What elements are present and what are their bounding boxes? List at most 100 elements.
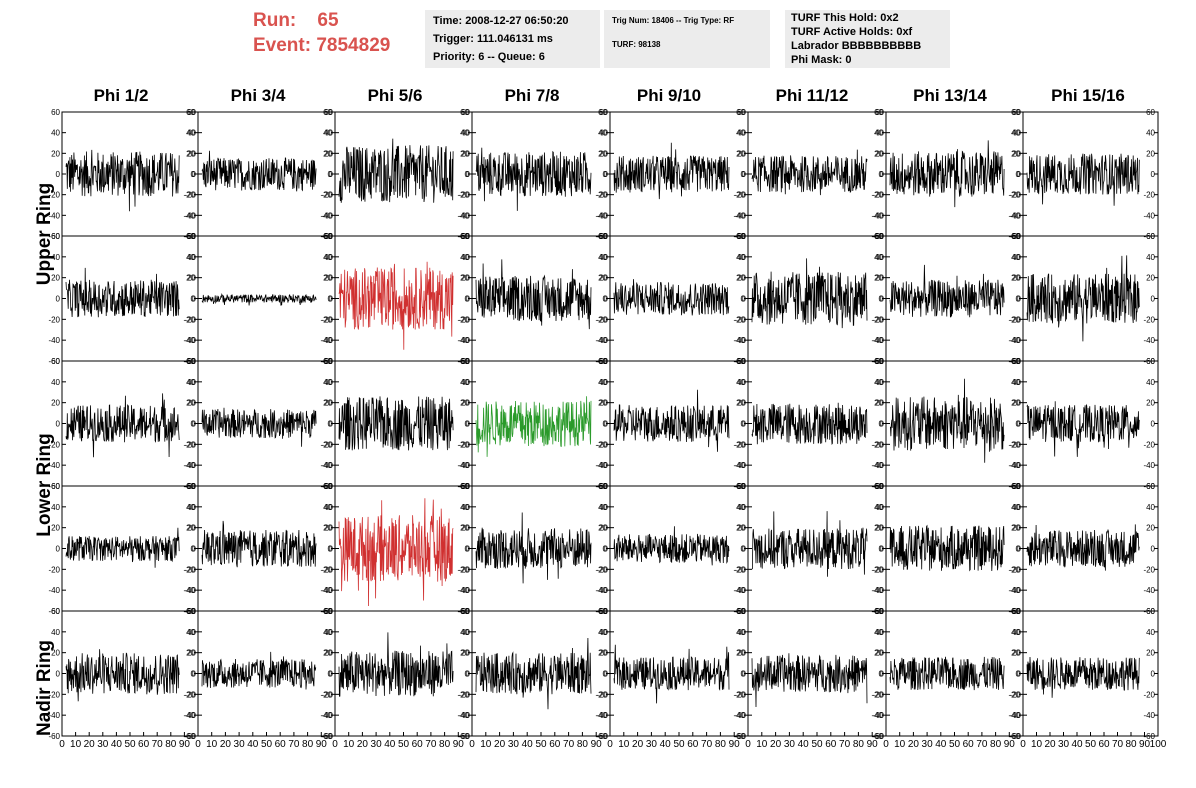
- y-tick-label-left: -20: [184, 191, 196, 200]
- y-tick-label-right: 20: [874, 149, 883, 158]
- y-tick-label-left: 60: [737, 108, 746, 117]
- y-tick-label-right: 0: [1016, 545, 1021, 554]
- y-tick-label-left: 0: [742, 420, 747, 429]
- x-tick-label: 20: [84, 739, 96, 750]
- y-tick-label-right: 60: [874, 357, 883, 366]
- y-tick-label-right: 0: [191, 295, 196, 304]
- y-tick-label-left: -20: [48, 191, 60, 200]
- y-tick-label-left: -40: [458, 336, 470, 345]
- y-tick-label-right: -20: [1008, 690, 1020, 699]
- y-tick-label-right: -40: [183, 211, 195, 220]
- x-tick-label: 40: [935, 739, 947, 750]
- y-tick-label-right: 0: [741, 670, 746, 679]
- y-tick-label-left: 60: [599, 108, 608, 117]
- y-tick-label-right: -60: [1008, 732, 1020, 741]
- y-tick-label-left: 40: [1012, 378, 1021, 387]
- y-tick-label-right: 40: [460, 129, 469, 138]
- y-tick-label-right: 20: [598, 399, 607, 408]
- y-tick-label-right: 60: [460, 357, 469, 366]
- y-tick-label-left: 0: [1017, 545, 1022, 554]
- y-tick-label-right: 40: [1146, 129, 1155, 138]
- x-tick-label: 60: [825, 739, 837, 750]
- x-tick-label: 60: [1098, 739, 1110, 750]
- y-tick-label-left: 60: [461, 482, 470, 491]
- y-tick-label-left: 40: [324, 628, 333, 637]
- y-tick-label-right: 60: [323, 108, 332, 117]
- y-tick-label-left: 0: [880, 170, 885, 179]
- y-tick-label-right: 20: [1011, 274, 1020, 283]
- y-tick-label-right: 60: [323, 357, 332, 366]
- y-tick-label-right: 20: [1146, 274, 1155, 283]
- y-tick-label-right: 20: [186, 524, 195, 533]
- x-tick-label: 10: [618, 739, 630, 750]
- y-tick-label-left: 60: [324, 357, 333, 366]
- y-tick-label-right: 60: [186, 232, 195, 241]
- y-tick-label-right: 0: [328, 295, 333, 304]
- x-tick-label: 90: [867, 739, 879, 750]
- x-tick-label: 40: [247, 739, 259, 750]
- y-tick-label-right: 40: [874, 253, 883, 262]
- y-tick-label-right: -40: [183, 336, 195, 345]
- x-tick-label: 30: [1058, 739, 1070, 750]
- x-tick-label: 20: [494, 739, 506, 750]
- waveform-trace: [338, 396, 454, 451]
- x-tick-label: 30: [97, 739, 109, 750]
- y-tick-label-left: 40: [1012, 129, 1021, 138]
- y-tick-label-right: 60: [323, 232, 332, 241]
- y-tick-label-right: 20: [323, 649, 332, 658]
- y-tick-label-right: -60: [1143, 732, 1155, 741]
- y-tick-label-right: -40: [320, 211, 332, 220]
- y-tick-label-left: 0: [192, 545, 197, 554]
- waveform-trace: [613, 142, 730, 200]
- x-tick-label: 10: [894, 739, 906, 750]
- y-tick-label-left: 0: [742, 295, 747, 304]
- y-tick-label-left: -20: [48, 690, 60, 699]
- y-tick-label-left: 40: [1012, 628, 1021, 637]
- y-tick-label-left: 40: [461, 378, 470, 387]
- y-tick-label-left: 20: [737, 524, 746, 533]
- y-tick-label-right: 40: [736, 503, 745, 512]
- y-tick-label-left: 0: [742, 170, 747, 179]
- y-tick-label-right: 0: [879, 295, 884, 304]
- y-tick-label-left: 0: [604, 295, 609, 304]
- x-tick-label: 70: [152, 739, 164, 750]
- y-tick-label-left: 0: [466, 420, 471, 429]
- x-tick-label: 10: [343, 739, 355, 750]
- y-tick-label-right: -20: [733, 315, 745, 324]
- y-tick-label-left: 20: [51, 649, 60, 658]
- y-tick-label-right: -20: [595, 565, 607, 574]
- y-tick-label-right: -40: [1008, 586, 1020, 595]
- y-tick-label-right: -20: [1008, 191, 1020, 200]
- y-tick-label-right: -20: [871, 690, 883, 699]
- x-tick-label: 80: [165, 739, 177, 750]
- y-tick-label-left: -20: [321, 440, 333, 449]
- y-tick-label-right: 20: [874, 399, 883, 408]
- y-tick-label-left: -40: [458, 211, 470, 220]
- y-tick-label-left: 40: [187, 503, 196, 512]
- waveform-trace: [613, 644, 730, 704]
- trigger-text: Trigger: 111.046131 ms: [433, 33, 553, 45]
- y-tick-label-left: 60: [599, 232, 608, 241]
- x-tick-label: 0: [195, 739, 201, 750]
- y-tick-label-left: -20: [321, 315, 333, 324]
- waveform-trace: [65, 267, 180, 318]
- waveform-trace: [1026, 401, 1140, 457]
- x-tick-label: 70: [839, 739, 851, 750]
- y-tick-label-right: 60: [1146, 108, 1155, 117]
- y-tick-label-left: 40: [324, 503, 333, 512]
- y-tick-label-left: -20: [321, 565, 333, 574]
- y-tick-label-right: 20: [323, 524, 332, 533]
- y-tick-label-left: -20: [596, 440, 608, 449]
- y-tick-label-right: 60: [874, 482, 883, 491]
- column-header-phi-5-6: Phi 5/6: [367, 86, 423, 105]
- column-header-phi-13-14: Phi 13/14: [913, 86, 987, 105]
- y-tick-label-left: -20: [596, 690, 608, 699]
- y-tick-label-right: 60: [460, 482, 469, 491]
- y-tick-label-right: 0: [741, 295, 746, 304]
- y-tick-label-left: -40: [48, 461, 60, 470]
- waveform-trace: [201, 293, 317, 306]
- y-tick-label-right: 0: [741, 170, 746, 179]
- y-tick-label-right: -40: [1143, 711, 1155, 720]
- y-tick-label-right: -40: [320, 711, 332, 720]
- x-tick-label: 0: [59, 739, 65, 750]
